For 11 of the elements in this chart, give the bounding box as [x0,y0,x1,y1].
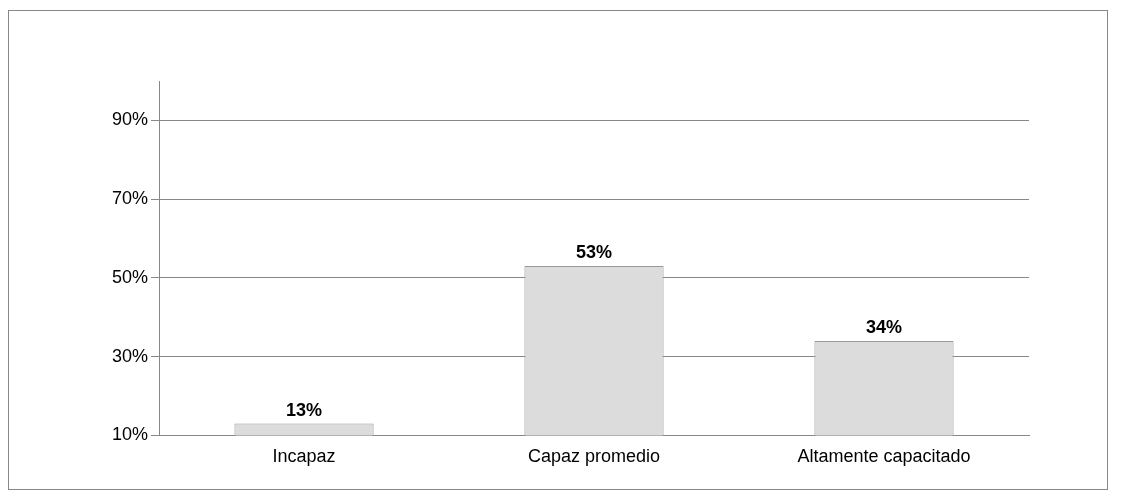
x-tick-label: Capaz promedio [527,446,661,467]
y-tick-label: 30% [112,345,149,366]
y-tick-label: 10% [112,424,149,445]
x-tick-label: Altamente capacitado [797,446,971,467]
x-tick-label: Incapaz [272,446,336,467]
y-tick-label: 70% [112,188,149,209]
y-tick-label: 50% [112,266,149,287]
data-label: 13% [286,399,323,420]
data-label: 34% [865,316,903,337]
data-label: 53% [576,242,613,263]
y-tick-label: 90% [112,109,149,130]
